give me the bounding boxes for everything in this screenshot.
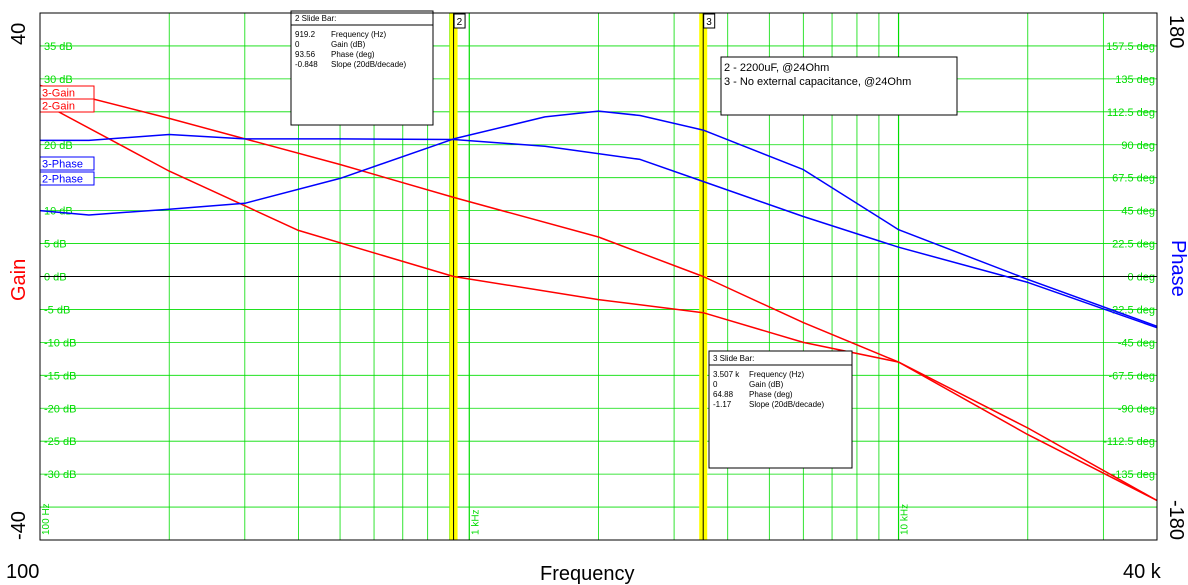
slide-bar-value: 93.56 xyxy=(295,50,316,59)
decade-label: 100 Hz xyxy=(41,503,52,535)
phase-tick-label: 112.5 deg xyxy=(1107,107,1155,119)
annotation-line: 3 - No external capacitance, @24Ohm xyxy=(724,76,911,88)
series-line-3-Phase xyxy=(39,110,1158,328)
series-tag-label: 3-Gain xyxy=(42,88,75,100)
gain-tick-label: 0 dB xyxy=(44,272,67,284)
phase-tick-label: 157.5 deg xyxy=(1106,41,1155,53)
slide-bar-value: 0 xyxy=(713,380,718,389)
annotation-line: 2 - 2200uF, @24Ohm xyxy=(724,62,829,74)
phase-tick-label: -112.5 deg xyxy=(1103,436,1155,448)
y-left-max-label: 40 xyxy=(8,23,30,45)
gain-tick-label: 35 dB xyxy=(44,41,73,53)
x-min-label: 100 xyxy=(6,561,39,583)
y-left-min-label: -40 xyxy=(8,511,30,540)
phase-tick-label: 135 deg xyxy=(1115,74,1155,86)
y-right-min-label: -180 xyxy=(1165,500,1187,540)
slide-bar-field: Frequency (Hz) xyxy=(331,30,386,39)
gain-tick-label: 30 dB xyxy=(44,74,73,86)
cursor-tab xyxy=(703,13,716,29)
annotation-box xyxy=(720,56,958,116)
slide-bar-title: 2 Slide Bar: xyxy=(295,14,336,23)
slide-bar-value: 919.2 xyxy=(295,30,316,39)
phase-tick-label: 90 deg xyxy=(1121,140,1155,152)
slide-bar-value: 64.88 xyxy=(713,390,734,399)
phase-tick-label: 22.5 deg xyxy=(1112,239,1155,251)
slide-bar-field: Gain (dB) xyxy=(749,380,784,389)
slide-bar-field: Phase (deg) xyxy=(331,50,375,59)
phase-tick-label: -67.5 deg xyxy=(1109,370,1155,382)
plot-frame xyxy=(39,12,1158,541)
series-line-2-Gain xyxy=(39,101,1158,502)
gain-tick-label: -5 dB xyxy=(44,304,70,316)
slide-bar-field: Gain (dB) xyxy=(331,40,366,49)
gain-tick-label: 20 dB xyxy=(44,140,73,152)
gain-tick-label: 5 dB xyxy=(44,239,67,251)
slide-bar-field: Frequency (Hz) xyxy=(749,370,804,379)
info-boxes: 2 - 2200uF, @24Ohm 3 - No external capaci… xyxy=(290,10,958,469)
series-line-2-Phase xyxy=(40,133,1158,329)
phase-tick-label: -90 deg xyxy=(1118,403,1155,415)
slide-bar-value: 3.507 k xyxy=(713,370,740,379)
cursor-number: 2 xyxy=(457,17,463,28)
series-tag-label: 2-Phase xyxy=(42,174,83,186)
gain-tick-label: -30 dB xyxy=(44,469,76,481)
slide-bar-field: Phase (deg) xyxy=(749,390,793,399)
phase-tick-label: 67.5 deg xyxy=(1112,173,1155,185)
slide-bar-value: -1.17 xyxy=(713,400,732,409)
slide-bar-title: 3 Slide Bar: xyxy=(713,354,754,363)
phase-tick-label: 45 deg xyxy=(1121,206,1155,218)
slide-bar-value: 0 xyxy=(295,40,300,49)
y-left-axis-title: Gain xyxy=(8,259,30,301)
x-axis-title: Frequency xyxy=(540,563,635,585)
x-max-label: 40 k xyxy=(1123,561,1162,583)
slide-bar-value: -0.848 xyxy=(295,60,318,69)
phase-tick-label: -45 deg xyxy=(1118,337,1155,349)
phase-tick-label: 0 deg xyxy=(1127,272,1155,284)
cursor-number: 3 xyxy=(706,17,712,28)
gain-tick-label: -20 dB xyxy=(44,403,76,415)
slide-bar-field: Slope (20dB/decade) xyxy=(749,400,825,409)
slide-bar-field: Slope (20dB/decade) xyxy=(331,60,407,69)
cursor-tab xyxy=(453,13,466,29)
series-tag-label: 3-Phase xyxy=(42,159,83,171)
gain-tick-label: -15 dB xyxy=(44,370,76,382)
decade-label: 10 kHz xyxy=(900,504,911,535)
y-right-axis-title: Phase xyxy=(1167,240,1188,297)
data-series xyxy=(39,84,1158,502)
slide-bar-box xyxy=(708,350,853,469)
phase-tick-label: -135 deg xyxy=(1112,469,1155,481)
gain-tick-label: -25 dB xyxy=(44,436,76,448)
decade-label: 1 kHz xyxy=(470,509,481,535)
gain-tick-label: -10 dB xyxy=(44,337,76,349)
y-right-max-label: 180 xyxy=(1165,15,1187,48)
series-line-3-Gain xyxy=(39,84,1158,502)
series-tag-label: 2-Gain xyxy=(42,101,75,113)
slide-bar-box xyxy=(290,10,434,126)
